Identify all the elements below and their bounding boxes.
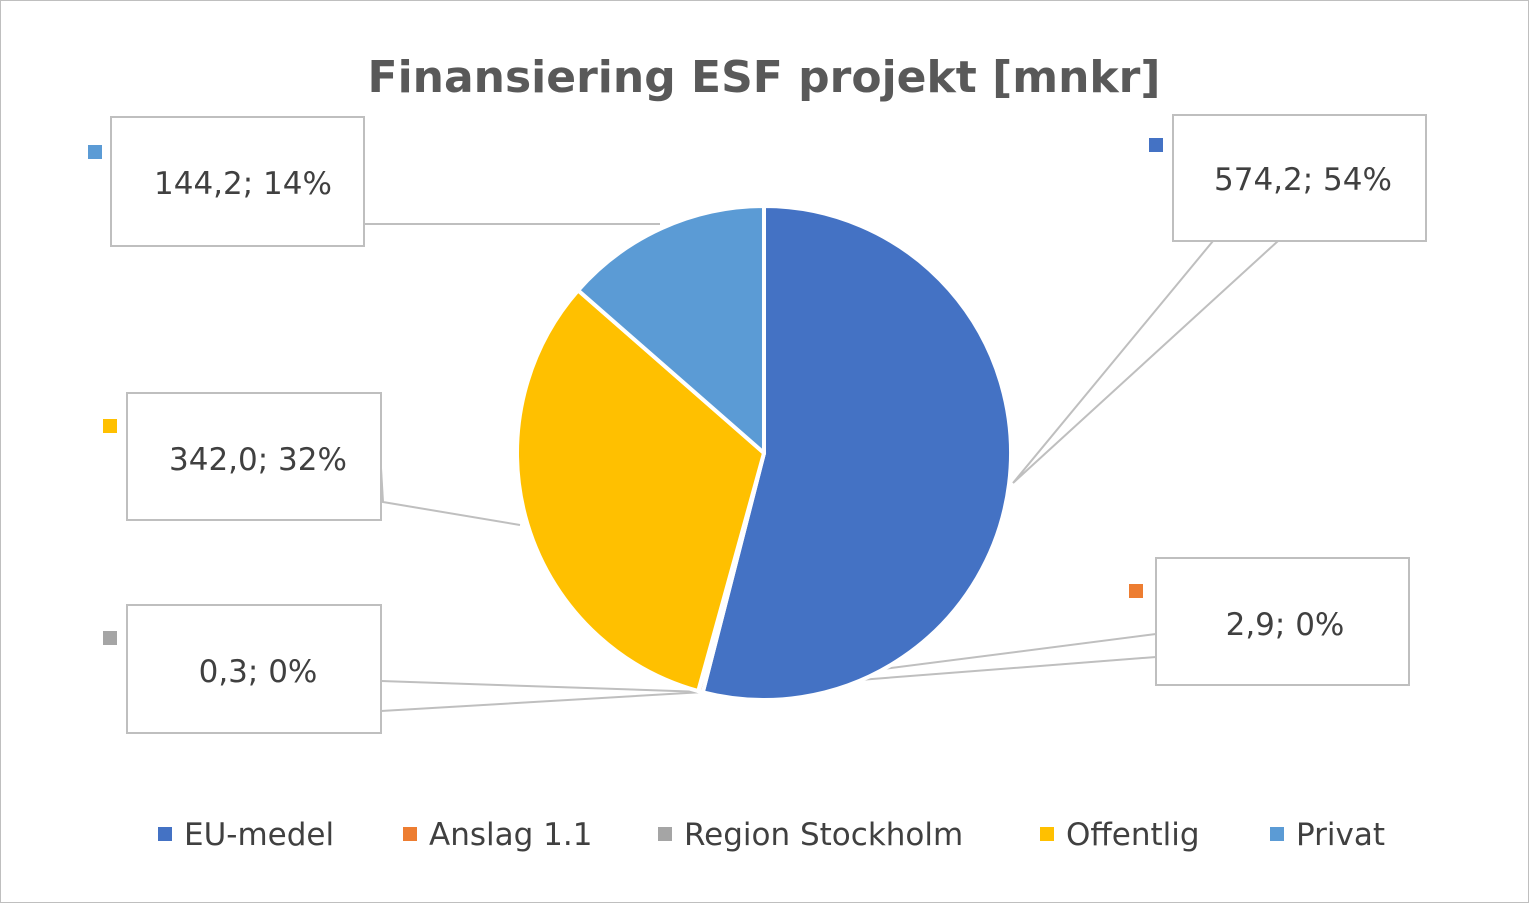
data-label: 574,2; 54% (1214, 162, 1392, 198)
legend-label: Anslag 1.1 (429, 817, 592, 853)
legend-swatch (1270, 827, 1284, 841)
label-legend-key (103, 419, 117, 433)
legend-label: EU-medel (184, 817, 334, 853)
legend-label: Region Stockholm (684, 817, 963, 853)
leader-line (380, 680, 705, 712)
data-label-box (126, 604, 382, 734)
data-label: 2,9; 0% (1226, 607, 1345, 643)
label-legend-key (88, 145, 102, 159)
legend-swatch (403, 827, 417, 841)
legend-swatch (658, 827, 672, 841)
leader-line (380, 467, 521, 526)
label-legend-key (1129, 584, 1143, 598)
label-legend-key (1149, 138, 1163, 152)
leader-line (1012, 240, 1279, 484)
data-label: 144,2; 14% (154, 166, 332, 202)
pie-slice (576, 204, 766, 455)
legend-swatch (1040, 827, 1054, 841)
legend-label: Privat (1296, 817, 1385, 853)
legend: EU-medel Anslag 1.1 Region Stockholm Offent… (158, 817, 1385, 853)
data-label-box (1155, 557, 1410, 686)
pie-slices (515, 204, 1013, 702)
data-label-box (126, 392, 382, 521)
chart-title: Finansiering ESF projekt [mnkr] (368, 52, 1161, 103)
legend-label: Offentlig (1066, 817, 1200, 853)
legend-swatch (158, 827, 172, 841)
data-label: 0,3; 0% (199, 654, 318, 690)
pie-slice (700, 204, 1013, 702)
data-label: 342,0; 32% (169, 442, 347, 478)
leader-line (363, 194, 660, 225)
pie-slice (515, 288, 766, 694)
data-label-box (1172, 114, 1427, 242)
data-label-box (110, 116, 365, 247)
data-labels: 574,2; 54% 2,9; 0% 0,3; 0% 342,0; 32% 144,2;… (88, 114, 1427, 734)
label-legend-key (103, 631, 117, 645)
